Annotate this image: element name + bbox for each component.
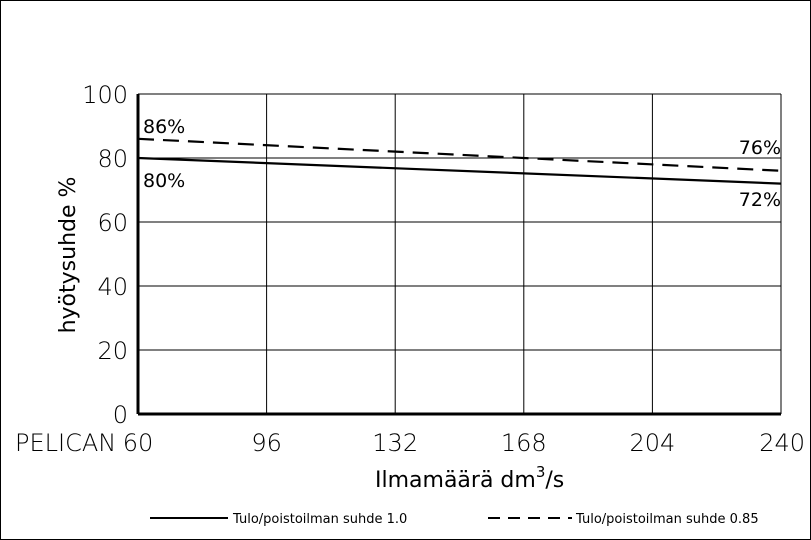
row-label-pelican: PELICAN (15, 429, 116, 457)
x-axis-title: Ilmamäärä dm3/s (375, 463, 564, 493)
annotation-start-solid: 80% (143, 170, 185, 192)
x-axis-title-main: Ilmamäärä dm (375, 468, 536, 493)
y-tick-label: 20 (97, 337, 128, 365)
x-axis-title-tail: /s (545, 468, 564, 493)
y-tick-label: 60 (97, 209, 128, 237)
series-line-solid (137, 156, 782, 185)
x-tick-label: 60 (123, 429, 154, 457)
grid (136, 93, 782, 416)
y-tick-label: 100 (82, 81, 128, 109)
y-tick-label: 0 (113, 401, 128, 429)
x-tick-label: 96 (251, 429, 282, 457)
y-tick-label: 80 (97, 145, 128, 173)
y-tick-label: 40 (97, 273, 128, 301)
x-tick-label: 240 (759, 429, 805, 457)
legend-label-dashed: Tulo/poistoilman suhde 0.85 (575, 512, 759, 527)
annotation-end-dashed: 76% (739, 137, 781, 159)
annotation-end-solid: 72% (739, 189, 781, 211)
legend: Tulo/poistoilman suhde 1.0 Tulo/poistoil… (150, 512, 759, 527)
y-axis-title: hyötysuhde % (56, 177, 81, 334)
series-lines (137, 137, 782, 185)
x-axis-title-sup: 3 (536, 463, 546, 481)
series-line-dashed (137, 137, 782, 172)
x-tick-label: 132 (372, 429, 418, 457)
legend-label-solid: Tulo/poistoilman suhde 1.0 (232, 512, 407, 527)
x-tick-label: 168 (501, 429, 547, 457)
annotation-start-dashed: 86% (143, 116, 185, 138)
x-tick-label: 204 (629, 429, 675, 457)
